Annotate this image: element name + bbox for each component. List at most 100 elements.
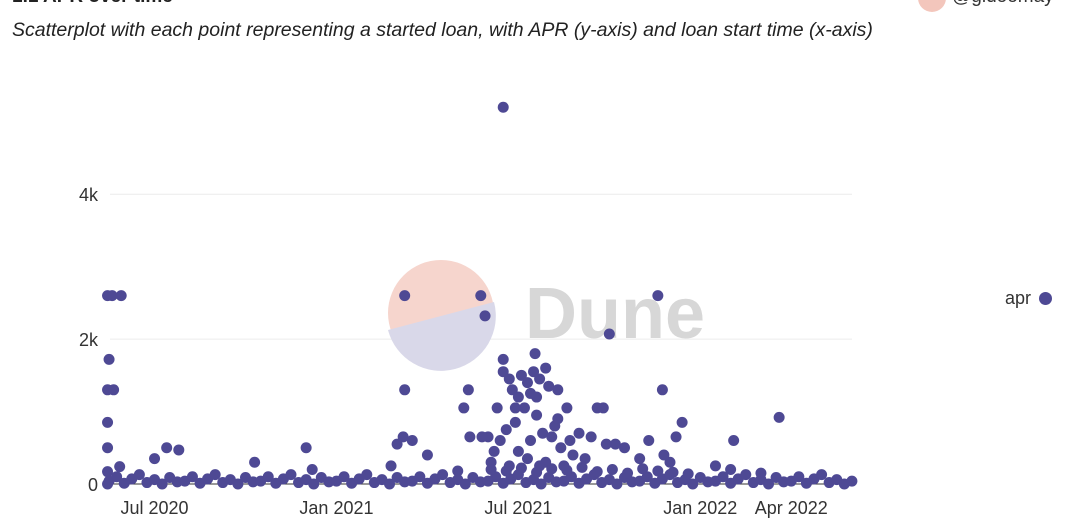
data-point[interactable] <box>476 431 488 443</box>
data-point[interactable] <box>156 478 168 490</box>
data-point[interactable] <box>509 416 521 428</box>
data-point[interactable] <box>540 362 552 374</box>
data-point[interactable] <box>717 471 729 483</box>
data-point[interactable] <box>462 384 474 396</box>
data-point[interactable] <box>308 478 320 490</box>
data-point[interactable] <box>103 353 115 365</box>
data-point[interactable] <box>687 478 699 490</box>
data-point[interactable] <box>458 402 470 414</box>
data-point[interactable] <box>149 453 161 465</box>
data-point[interactable] <box>512 391 524 403</box>
data-point[interactable] <box>488 445 500 457</box>
data-point[interactable] <box>503 373 515 385</box>
data-point[interactable] <box>529 348 541 360</box>
data-point[interactable] <box>597 402 609 414</box>
data-point[interactable] <box>475 290 487 302</box>
data-point[interactable] <box>603 328 615 340</box>
data-point[interactable] <box>102 466 114 478</box>
data-point[interactable] <box>652 465 664 477</box>
data-point[interactable] <box>491 402 503 414</box>
data-point[interactable] <box>249 456 261 468</box>
data-point[interactable] <box>521 377 533 389</box>
data-point[interactable] <box>585 431 597 443</box>
data-point[interactable] <box>173 444 185 456</box>
data-point[interactable] <box>606 464 618 476</box>
data-point[interactable] <box>464 431 476 443</box>
data-point[interactable] <box>573 427 585 439</box>
data-point[interactable] <box>161 442 173 454</box>
data-point[interactable] <box>537 427 549 439</box>
data-point[interactable] <box>652 290 664 302</box>
data-point[interactable] <box>133 469 145 481</box>
data-point[interactable] <box>459 478 471 490</box>
data-point[interactable] <box>452 465 464 477</box>
data-point[interactable] <box>816 469 828 481</box>
data-point[interactable] <box>500 424 512 436</box>
data-point[interactable] <box>506 384 518 396</box>
data-point[interactable] <box>667 466 679 478</box>
data-point[interactable] <box>763 478 775 490</box>
data-point[interactable] <box>306 464 318 476</box>
data-point[interactable] <box>525 387 537 399</box>
data-point[interactable] <box>579 453 591 465</box>
data-point[interactable] <box>561 402 573 414</box>
data-point[interactable] <box>497 366 509 378</box>
data-point[interactable] <box>102 442 114 454</box>
data-point[interactable] <box>186 471 198 483</box>
data-point[interactable] <box>552 384 564 396</box>
data-point[interactable] <box>509 402 521 414</box>
data-point[interactable] <box>546 463 558 475</box>
data-point[interactable] <box>399 384 411 396</box>
data-point[interactable] <box>512 445 524 457</box>
data-point[interactable] <box>611 478 623 490</box>
data-point[interactable] <box>485 464 497 476</box>
data-point[interactable] <box>300 442 312 454</box>
data-point[interactable] <box>406 435 418 447</box>
data-point[interactable] <box>567 449 579 461</box>
data-point[interactable] <box>232 478 244 490</box>
data-point[interactable] <box>846 475 858 487</box>
data-point[interactable] <box>725 464 737 476</box>
data-point[interactable] <box>106 290 118 302</box>
data-point[interactable] <box>564 435 576 447</box>
data-point[interactable] <box>521 453 533 465</box>
data-point[interactable] <box>414 471 426 483</box>
data-point[interactable] <box>361 469 373 481</box>
data-point[interactable] <box>384 478 396 490</box>
data-point[interactable] <box>600 438 612 450</box>
data-point[interactable] <box>108 384 120 396</box>
data-point[interactable] <box>591 466 603 478</box>
data-point[interactable] <box>773 411 785 423</box>
data-point[interactable] <box>728 435 740 447</box>
data-point[interactable] <box>670 431 682 443</box>
data-point[interactable] <box>641 471 653 483</box>
data-point[interactable] <box>643 435 655 447</box>
data-point[interactable] <box>391 438 403 450</box>
data-point[interactable] <box>658 449 670 461</box>
legend[interactable]: apr <box>1005 288 1053 309</box>
data-point[interactable] <box>285 469 297 481</box>
data-point[interactable] <box>385 460 397 472</box>
data-point[interactable] <box>793 471 805 483</box>
data-point[interactable] <box>515 369 527 381</box>
data-point[interactable] <box>437 469 449 481</box>
data-point[interactable] <box>397 431 409 443</box>
data-point[interactable] <box>534 373 546 385</box>
data-point[interactable] <box>102 416 114 428</box>
data-point[interactable] <box>543 380 555 392</box>
data-point[interactable] <box>634 453 646 465</box>
data-point[interactable] <box>115 290 127 302</box>
data-point[interactable] <box>421 449 433 461</box>
data-point[interactable] <box>262 471 274 483</box>
data-point[interactable] <box>497 101 509 113</box>
data-point[interactable] <box>555 442 567 454</box>
data-point[interactable] <box>111 471 123 483</box>
data-point[interactable] <box>546 431 558 443</box>
data-point[interactable] <box>528 366 540 378</box>
data-point[interactable] <box>664 456 676 468</box>
data-point[interactable] <box>619 442 631 454</box>
data-point[interactable] <box>676 416 688 428</box>
data-point[interactable] <box>576 461 588 473</box>
data-point[interactable] <box>479 310 491 322</box>
data-point[interactable] <box>535 478 547 490</box>
